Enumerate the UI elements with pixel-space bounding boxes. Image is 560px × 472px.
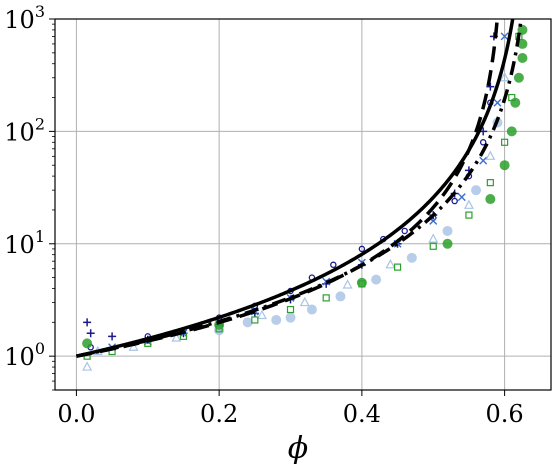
square-marker <box>486 179 494 187</box>
triangle-marker <box>82 361 93 371</box>
x-marker <box>500 32 509 41</box>
model-curves <box>76 19 523 358</box>
filled-circle-marker <box>499 160 510 171</box>
x-marker <box>479 156 488 165</box>
grid-lines <box>55 18 551 390</box>
triangle-marker <box>485 150 496 160</box>
dashed-curve <box>76 19 500 358</box>
triangle-marker <box>463 199 474 209</box>
data-points <box>82 24 528 371</box>
x-tick-label: 0.2 <box>200 400 238 428</box>
circle-marker <box>401 227 408 235</box>
circle-marker <box>451 197 458 205</box>
square-marker <box>429 242 437 250</box>
y-tick-label: 102 <box>4 114 45 146</box>
filled-circle-marker <box>306 304 317 315</box>
square-marker <box>251 316 259 324</box>
filled-circle-marker <box>406 252 417 263</box>
square-marker <box>393 263 402 271</box>
filled-circle-marker <box>356 277 367 288</box>
triangle-marker <box>428 233 439 243</box>
triangle-marker <box>385 259 396 269</box>
filled-circle-marker <box>335 291 346 302</box>
x-marker <box>457 193 466 202</box>
square-marker <box>322 294 330 302</box>
filled-circle-marker <box>442 225 453 236</box>
x-tick-label: 0.4 <box>343 400 381 428</box>
axis-ticks: 0.0 0.2 0.4 0.6 100 101 102 103 <box>4 2 523 428</box>
filled-circle-marker <box>510 97 521 108</box>
filled-circle-marker <box>485 194 496 205</box>
triangle-marker <box>256 309 267 320</box>
triangle-marker <box>171 332 182 342</box>
filled-circle-marker <box>471 185 482 196</box>
x-marker <box>493 98 502 107</box>
plot-frame <box>54 18 552 391</box>
x-tick-label: 0.6 <box>486 400 524 428</box>
filled-circle-marker <box>517 52 528 63</box>
filled-circle-marker <box>517 24 528 35</box>
filled-circle-marker <box>271 314 282 325</box>
y-tick-label: 100 <box>4 339 45 371</box>
dashdot-curve <box>76 19 523 358</box>
plus-marker <box>86 329 95 338</box>
square-marker <box>286 305 295 314</box>
filled-circle-marker <box>285 312 296 323</box>
x-tick-label: 0.0 <box>57 400 95 428</box>
filled-circle-marker <box>242 317 253 328</box>
plus-marker <box>83 318 92 327</box>
square-marker <box>501 138 509 146</box>
plus-marker <box>108 332 117 341</box>
triangle-marker <box>499 71 510 82</box>
filled-circle-marker <box>506 126 517 137</box>
triangle-marker <box>342 279 353 289</box>
filled-circle-marker <box>442 238 453 249</box>
plus-marker <box>486 82 495 91</box>
x-axis-label: ϕ <box>288 431 308 466</box>
filled-circle-marker <box>517 38 528 49</box>
filled-circle-marker <box>371 274 382 285</box>
y-tick-label: 103 <box>4 2 45 34</box>
circle-marker <box>479 139 487 146</box>
filled-circle-marker <box>82 338 93 349</box>
circle-marker <box>358 245 366 253</box>
square-marker <box>465 211 473 219</box>
solid-curve <box>76 19 515 358</box>
circle-marker <box>330 261 337 269</box>
y-tick-label: 101 <box>4 227 45 259</box>
filled-circle-marker <box>513 72 524 83</box>
triangle-marker <box>299 296 310 307</box>
